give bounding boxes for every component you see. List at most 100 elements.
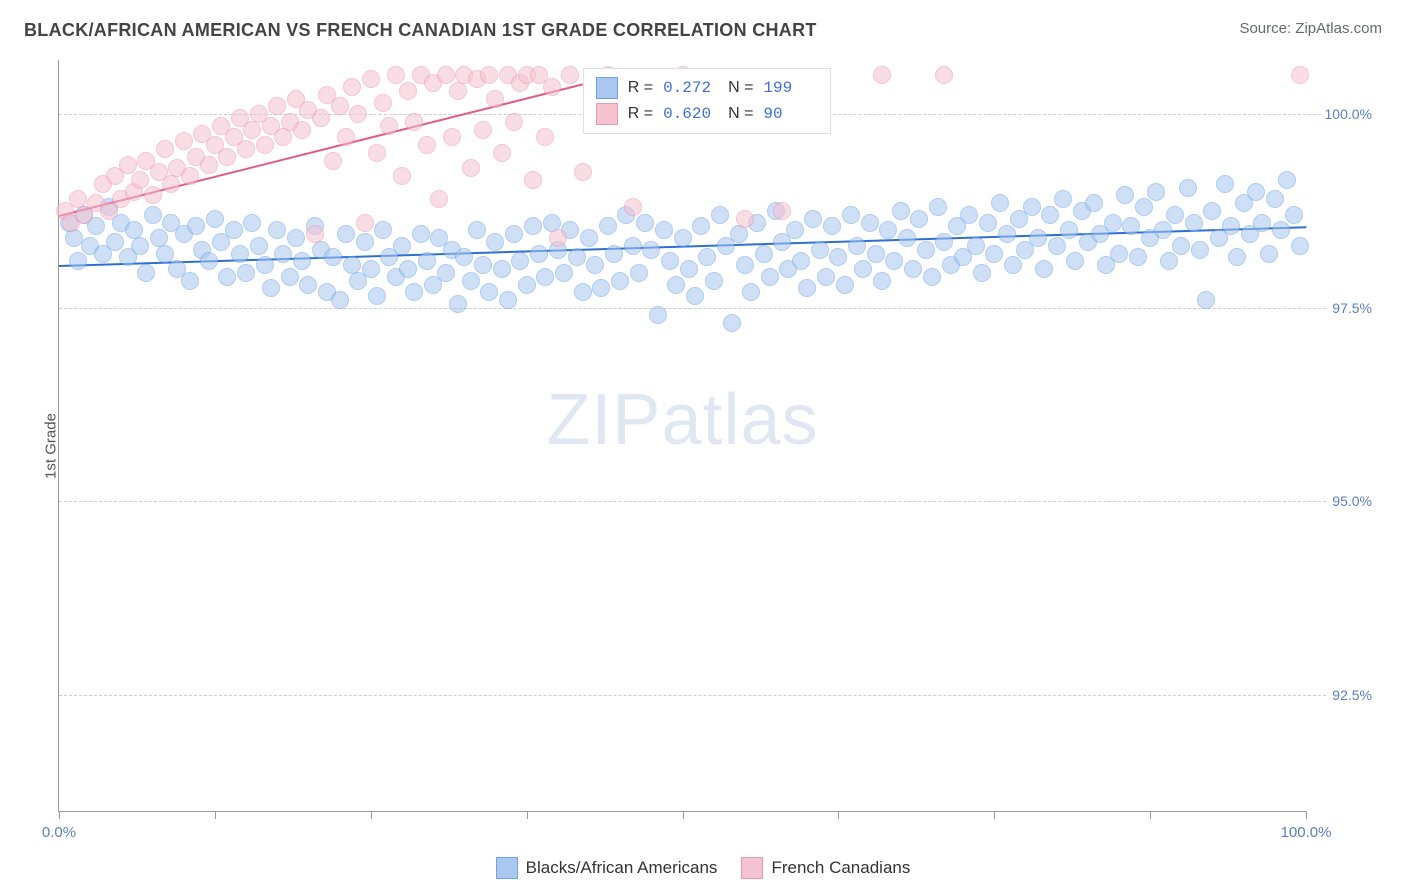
data-point bbox=[1260, 245, 1278, 263]
data-point bbox=[380, 117, 398, 135]
legend-item: French Canadians bbox=[741, 857, 910, 879]
x-tick bbox=[683, 811, 684, 819]
data-point bbox=[1004, 256, 1022, 274]
data-point bbox=[1154, 221, 1172, 239]
data-point bbox=[443, 128, 461, 146]
data-point bbox=[879, 221, 897, 239]
data-point bbox=[437, 264, 455, 282]
data-point bbox=[580, 229, 598, 247]
data-point bbox=[873, 66, 891, 84]
plot-region: ZIPatlas 92.5%95.0%97.5%100.0%0.0%100.0%… bbox=[58, 60, 1306, 812]
data-point bbox=[511, 252, 529, 270]
data-point bbox=[405, 113, 423, 131]
data-point bbox=[561, 66, 579, 84]
data-point bbox=[686, 287, 704, 305]
data-point bbox=[1104, 214, 1122, 232]
data-point bbox=[449, 295, 467, 313]
x-tick bbox=[838, 811, 839, 819]
data-point bbox=[1066, 252, 1084, 270]
legend-stats-row: R =0.272N =199 bbox=[596, 75, 819, 101]
x-tick bbox=[1150, 811, 1151, 819]
data-point bbox=[1129, 248, 1147, 266]
data-point bbox=[455, 248, 473, 266]
data-point bbox=[206, 210, 224, 228]
r-label: R = bbox=[628, 75, 653, 101]
data-point bbox=[592, 279, 610, 297]
data-point bbox=[468, 221, 486, 239]
x-tick-label: 0.0% bbox=[42, 824, 76, 841]
data-point bbox=[312, 109, 330, 127]
data-point bbox=[486, 90, 504, 108]
data-point bbox=[885, 252, 903, 270]
data-point bbox=[200, 252, 218, 270]
data-point bbox=[1285, 206, 1303, 224]
n-value: 199 bbox=[763, 75, 818, 101]
chart-header: BLACK/AFRICAN AMERICAN VS FRENCH CANADIA… bbox=[0, 0, 1406, 49]
data-point bbox=[867, 245, 885, 263]
legend-label: Blacks/African Americans bbox=[526, 858, 718, 878]
data-point bbox=[368, 287, 386, 305]
x-tick bbox=[994, 811, 995, 819]
data-point bbox=[935, 233, 953, 251]
data-point bbox=[667, 276, 685, 294]
data-point bbox=[480, 66, 498, 84]
data-point bbox=[324, 248, 342, 266]
data-point bbox=[960, 206, 978, 224]
data-point bbox=[649, 306, 667, 324]
data-point bbox=[730, 225, 748, 243]
data-point bbox=[281, 268, 299, 286]
gridline bbox=[59, 308, 1376, 309]
data-point bbox=[1185, 214, 1203, 232]
data-point bbox=[486, 233, 504, 251]
data-point bbox=[1054, 190, 1072, 208]
data-point bbox=[917, 241, 935, 259]
data-point bbox=[892, 202, 910, 220]
data-point bbox=[268, 221, 286, 239]
data-point bbox=[543, 78, 561, 96]
data-point bbox=[293, 121, 311, 139]
data-point bbox=[299, 276, 317, 294]
x-tick bbox=[59, 811, 60, 819]
gridline bbox=[59, 501, 1376, 502]
data-point bbox=[1278, 171, 1296, 189]
data-point bbox=[910, 210, 928, 228]
legend-stats-row: R =0.620N = 90 bbox=[596, 101, 819, 127]
data-point bbox=[979, 214, 997, 232]
legend-swatch bbox=[496, 857, 518, 879]
data-point bbox=[1172, 237, 1190, 255]
data-point bbox=[181, 167, 199, 185]
data-point bbox=[231, 245, 249, 263]
data-point bbox=[786, 221, 804, 239]
data-point bbox=[337, 128, 355, 146]
data-point bbox=[399, 260, 417, 278]
data-point bbox=[1048, 237, 1066, 255]
data-point bbox=[131, 171, 149, 189]
data-point bbox=[337, 225, 355, 243]
data-point bbox=[237, 264, 255, 282]
data-point bbox=[474, 256, 492, 274]
data-point bbox=[1179, 179, 1197, 197]
data-point bbox=[1222, 217, 1240, 235]
data-point bbox=[393, 167, 411, 185]
legend-swatch bbox=[596, 103, 618, 125]
data-point bbox=[374, 94, 392, 112]
data-point bbox=[829, 248, 847, 266]
data-point bbox=[156, 245, 174, 263]
data-point bbox=[405, 283, 423, 301]
data-point bbox=[636, 214, 654, 232]
data-point bbox=[967, 237, 985, 255]
data-point bbox=[331, 291, 349, 309]
data-point bbox=[661, 252, 679, 270]
y-tick-label: 100.0% bbox=[1321, 106, 1376, 122]
x-tick bbox=[371, 811, 372, 819]
data-point bbox=[256, 136, 274, 154]
data-point bbox=[574, 163, 592, 181]
x-tick bbox=[1306, 811, 1307, 819]
data-point bbox=[568, 248, 586, 266]
data-point bbox=[854, 260, 872, 278]
data-point bbox=[362, 70, 380, 88]
n-label: N = bbox=[728, 101, 753, 127]
y-tick-label: 97.5% bbox=[1328, 300, 1376, 316]
legend-swatch bbox=[596, 77, 618, 99]
n-value: 90 bbox=[763, 101, 818, 127]
